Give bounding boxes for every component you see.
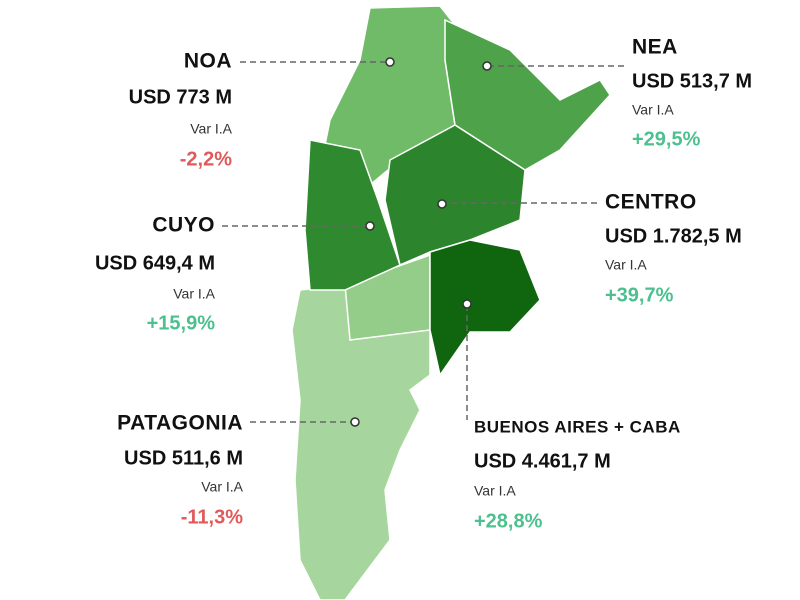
region-name: CUYO <box>152 214 215 237</box>
buenos-aires-area <box>429 239 541 377</box>
leader-dot <box>482 61 492 71</box>
cuyo-area <box>304 139 401 291</box>
region-change: -11,3% <box>181 506 243 528</box>
region-amount: USD 513,7 M <box>632 70 752 92</box>
leaders <box>222 57 624 427</box>
leader-dot <box>365 221 375 231</box>
labels: NOA USD 773 M Var I.A -2,2% NEA USD 513,… <box>95 36 752 533</box>
region-change: -2,2% <box>180 148 232 170</box>
region-name: CENTRO <box>605 191 697 214</box>
region-amount: USD 1.782,5 M <box>605 225 742 247</box>
leader-dot <box>462 299 472 309</box>
region-change: +39,7% <box>605 284 674 306</box>
map <box>291 5 611 600</box>
region-amount: USD 773 M <box>129 86 232 108</box>
var-label: Var I.A <box>474 483 516 499</box>
nea-area <box>444 18 611 171</box>
region-change: +28,8% <box>474 510 543 532</box>
leader-dot <box>385 57 395 67</box>
region-amount: USD 4.461,7 M <box>474 450 611 472</box>
leader-dot <box>350 417 360 427</box>
region-amount: USD 649,4 M <box>95 252 215 274</box>
region-name: NOA <box>184 50 232 73</box>
region-change: +15,9% <box>147 312 216 334</box>
patagonia-area <box>291 284 431 600</box>
region-change: +29,5% <box>632 128 701 150</box>
var-label: Var I.A <box>605 257 647 273</box>
var-label: Var I.A <box>201 479 243 495</box>
region-name: BUENOS AIRES + CABA <box>474 417 681 436</box>
region-name: NEA <box>632 36 678 59</box>
var-label: Var I.A <box>173 286 215 302</box>
var-label: Var I.A <box>632 102 674 118</box>
region-amount: USD 511,6 M <box>124 447 243 469</box>
region-name: PATAGONIA <box>117 412 243 435</box>
leader-dot <box>437 199 447 209</box>
var-label: Var I.A <box>190 121 232 137</box>
